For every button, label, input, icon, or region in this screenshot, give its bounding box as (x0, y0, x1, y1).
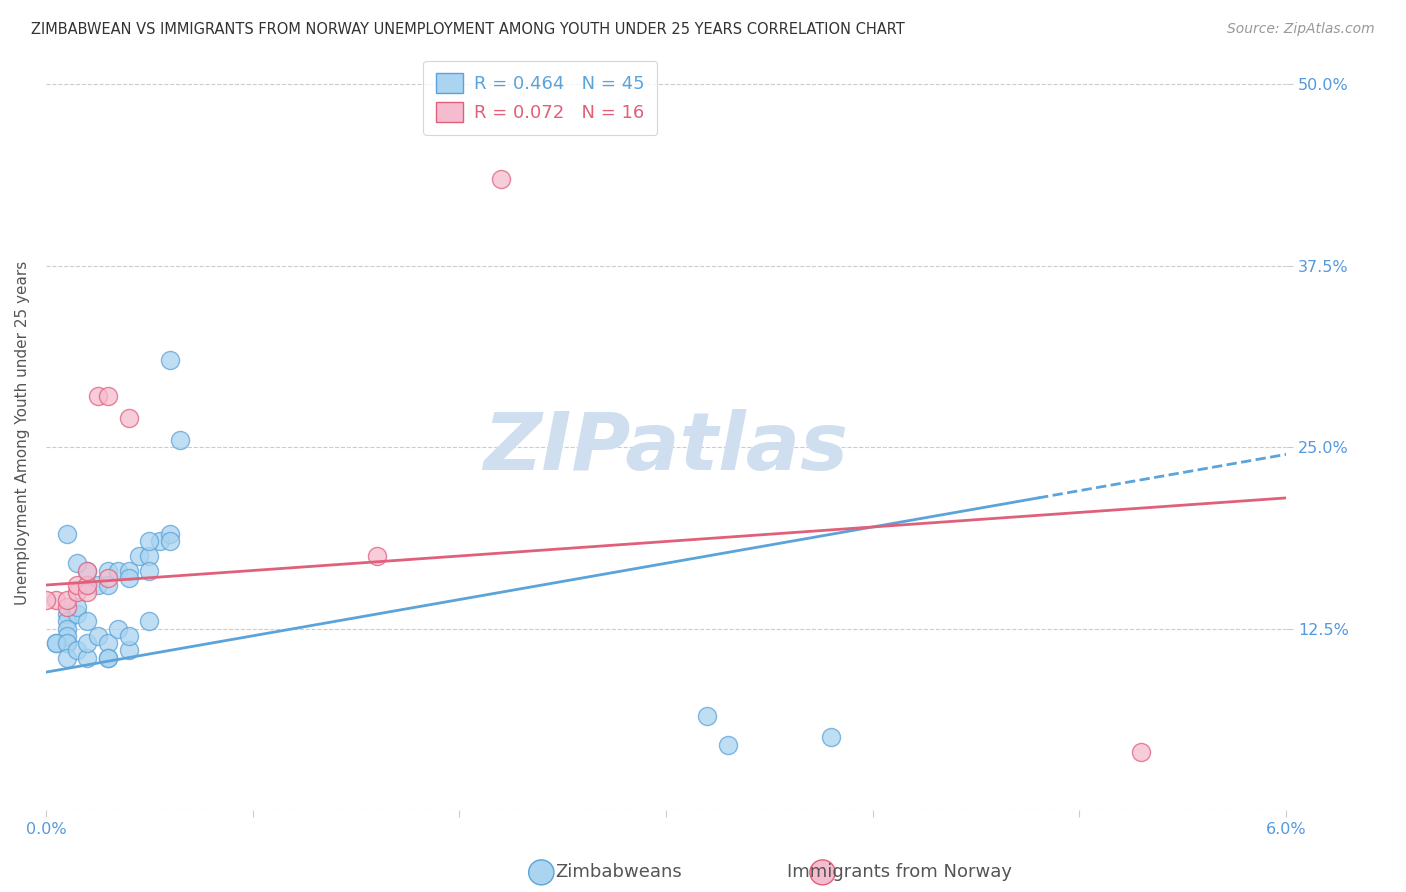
Point (55, 622, 77, 636)
Point (820, 731, 842, 745)
Point (97, 578, 120, 592)
Point (76, 564, 98, 578)
Legend: R = 0.464   N = 45, R = 0.072   N = 16: R = 0.464 N = 45, R = 0.072 N = 16 (423, 61, 657, 135)
Point (118, 629, 141, 643)
Point (55, 592, 77, 607)
Point (66, 599, 89, 614)
Point (66, 556, 89, 570)
Point (76, 615, 98, 629)
Point (696, 708, 718, 723)
Point (97, 389, 120, 403)
Point (97, 650, 120, 665)
Point (159, 527, 181, 541)
Point (86, 578, 108, 592)
Point (55, 650, 77, 665)
Point (169, 433, 191, 447)
Point (138, 534, 160, 549)
Point (45, 636, 67, 650)
Point (97, 571, 120, 585)
Point (97, 636, 120, 650)
Point (35, 592, 58, 607)
Point (55, 607, 77, 621)
Point (128, 549, 150, 563)
Point (45, 636, 67, 650)
Point (66, 643, 89, 657)
Point (107, 564, 129, 578)
Point (76, 585, 98, 599)
Point (86, 629, 108, 643)
Text: Immigrants from Norway: Immigrants from Norway (787, 863, 1012, 881)
Text: Source: ZipAtlas.com: Source: ZipAtlas.com (1227, 22, 1375, 37)
Point (66, 578, 89, 592)
Point (366, 549, 388, 563)
Point (66, 585, 89, 599)
Text: ZIPatlas: ZIPatlas (484, 409, 849, 487)
Point (107, 622, 129, 636)
Point (118, 643, 141, 657)
Point (76, 564, 98, 578)
Point (97, 650, 120, 665)
Point (55, 636, 77, 650)
Point (118, 411, 141, 425)
Point (76, 636, 98, 650)
Point (97, 564, 120, 578)
Point (45, 592, 67, 607)
Point (489, 171, 512, 186)
Point (55, 599, 77, 614)
Point (717, 738, 740, 752)
Point (118, 571, 141, 585)
Point (55, 527, 77, 541)
Point (76, 578, 98, 592)
Point (55, 615, 77, 629)
Text: ZIMBABWEAN VS IMMIGRANTS FROM NORWAY UNEMPLOYMENT AMONG YOUTH UNDER 25 YEARS COR: ZIMBABWEAN VS IMMIGRANTS FROM NORWAY UNE… (31, 22, 904, 37)
Point (118, 564, 141, 578)
Point (1130, 745, 1153, 759)
Point (76, 578, 98, 592)
Point (76, 650, 98, 665)
Text: Zimbabweans: Zimbabweans (555, 863, 682, 881)
Point (138, 564, 160, 578)
Point (55, 636, 77, 650)
Point (159, 534, 181, 549)
Y-axis label: Unemployment Among Youth under 25 years: Unemployment Among Youth under 25 years (15, 260, 30, 605)
Point (86, 389, 108, 403)
Point (159, 353, 181, 368)
Point (138, 549, 160, 563)
Point (138, 615, 160, 629)
Point (55, 629, 77, 643)
Point (149, 534, 172, 549)
Point (66, 607, 89, 621)
